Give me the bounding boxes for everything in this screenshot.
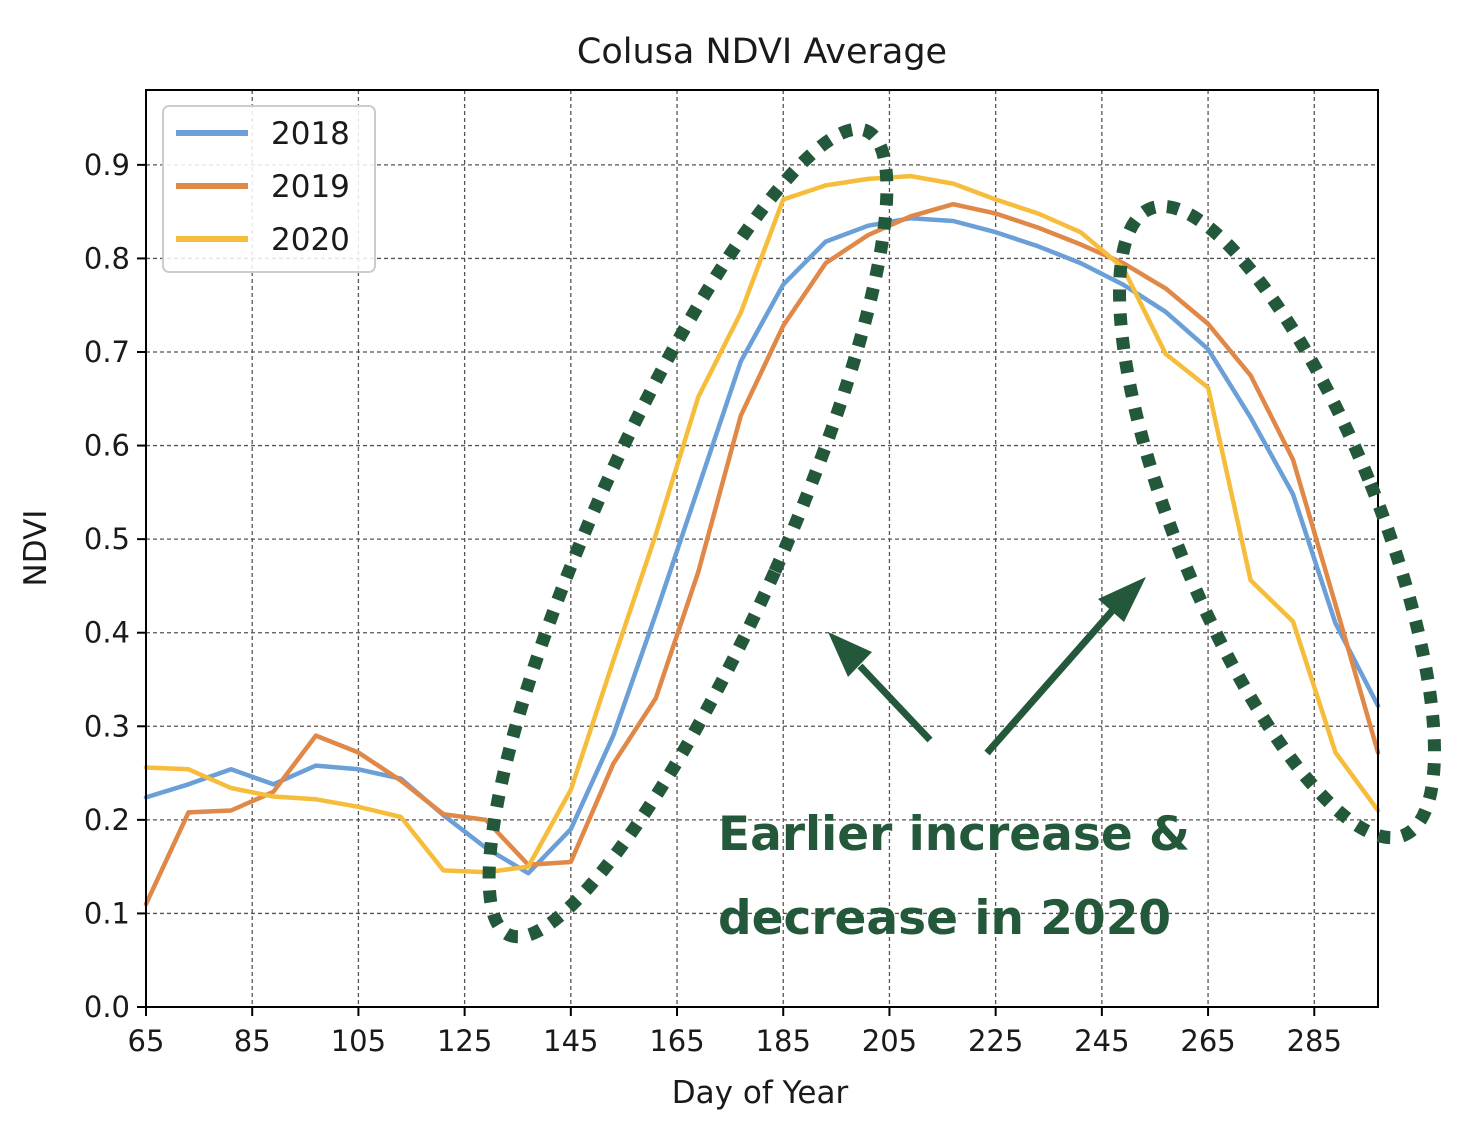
x-tick-label: 85 [234,1024,271,1058]
x-tick-label: 105 [331,1024,386,1058]
x-tick-label: 145 [543,1024,598,1058]
y-tick-label: 0.1 [84,896,130,930]
x-tick-label: 285 [1287,1024,1342,1058]
y-tick-label: 0.5 [84,522,130,556]
x-tick-label: 185 [756,1024,811,1058]
legend-label-2019: 2019 [271,169,350,205]
legend-label-2020: 2020 [271,222,350,258]
annotation-arrow-right-head [1098,577,1146,622]
chart-title: Colusa NDVI Average [577,32,947,72]
x-tick-label: 65 [128,1024,165,1058]
legend-label-2018: 2018 [271,116,350,152]
series-line-2019 [143,201,1381,907]
annotation-arrow-right-shaft [984,608,1115,756]
plot-frame [145,89,1379,1008]
annotation-text-line1: Earlier increase & [718,807,1190,862]
annotation-ellipse-decrease [1113,199,1441,845]
y-tick-label: 0.7 [84,335,130,369]
annotation-arrow-left-shaft [857,663,933,743]
legend: 2018 2019 2020 [162,105,376,273]
y-tick-label: 0.6 [84,429,130,463]
x-axis-title: Day of Year [672,1075,849,1111]
y-tick-label: 0.0 [84,990,130,1024]
y-tick-label: 0.3 [84,709,130,743]
y-axis-title: NDVI [18,510,54,587]
x-tick-label: 205 [862,1024,917,1058]
annotation-arrow-left-head [828,632,872,677]
y-tick-label: 0.8 [84,241,130,275]
y-tick-label: 0.4 [84,616,130,650]
x-tick-label: 125 [437,1024,492,1058]
y-tick-label: 0.9 [84,148,130,182]
annotation-text-line2: decrease in 2020 [718,891,1171,946]
tick-layer: 65 85 105 125 145 165 185 205 225 245 265 285 0.0 0.1… [84,148,1342,1058]
series-line-2018 [143,215,1381,876]
x-tick-label: 165 [649,1024,704,1058]
legend-box [162,105,376,273]
x-tick-label: 245 [1074,1024,1129,1058]
series-line-2020 [143,173,1381,875]
annotation-ellipse-increase [482,122,894,944]
series-layer [143,173,1381,907]
annotation-layer: Earlier increase & decrease in 2020 [482,122,1441,946]
y-tick-label: 0.2 [84,803,130,837]
x-tick-label: 265 [1180,1024,1235,1058]
x-tick-label: 225 [968,1024,1023,1058]
